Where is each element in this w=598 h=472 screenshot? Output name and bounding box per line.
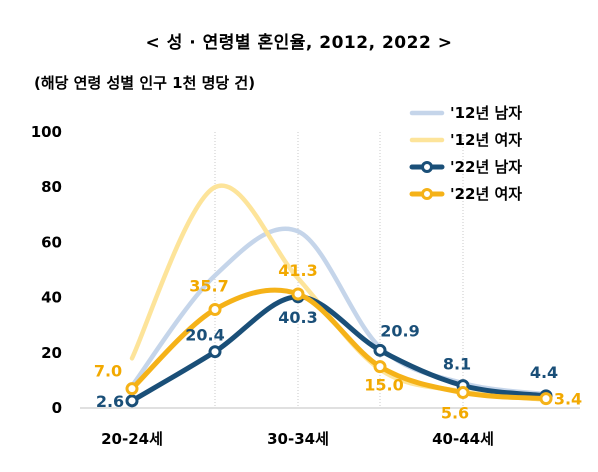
y-tick-label: 100 <box>31 123 62 141</box>
series-line-0 <box>129 226 549 397</box>
chart-title: < 성 · 연령별 혼인율, 2012, 2022 > <box>145 33 453 53</box>
data-point-s3-1 <box>208 302 222 316</box>
data-point-s2-0 <box>125 394 139 408</box>
y-tick-label: 80 <box>41 178 62 196</box>
x-tick-label: 20-24세 <box>101 430 163 448</box>
data-label-s2-3: 20.9 <box>380 321 419 340</box>
data-point-s3-5 <box>539 392 553 406</box>
legend-label-3: '22년 여자 <box>450 185 522 203</box>
data-point-s3-0 <box>125 382 139 396</box>
y-tick-label: 0 <box>52 399 62 417</box>
x-tick-label: 40-44세 <box>432 430 494 448</box>
legend-marker-2 <box>421 161 433 173</box>
data-label-s2-1: 20.4 <box>185 326 224 345</box>
data-point-s3-3 <box>373 360 387 374</box>
data-point-s3-2 <box>291 287 305 301</box>
data-label-s3-1: 35.7 <box>189 276 228 295</box>
legend-label-2: '22년 남자 <box>450 158 522 176</box>
data-label-s2-5: 4.4 <box>530 363 558 382</box>
x-tick-label: 30-34세 <box>267 430 329 448</box>
y-tick-label: 40 <box>41 289 62 307</box>
unit-label: (해당 연령 성별 인구 1천 명당 건) <box>34 74 256 92</box>
y-tick-label: 20 <box>41 344 62 362</box>
data-point-s3-4 <box>456 386 470 400</box>
data-label-s2-4: 8.1 <box>443 355 471 374</box>
series-line-2 <box>129 294 549 404</box>
data-label-s2-2: 40.3 <box>278 308 317 327</box>
data-label-s3-4: 5.6 <box>441 404 469 423</box>
data-label-s2-0: 2.6 <box>96 392 124 411</box>
legend-label-1: '12년 여자 <box>450 131 522 149</box>
data-point-s2-3 <box>373 343 387 357</box>
data-label-s3-0: 7.0 <box>94 362 122 381</box>
legend-marker-3 <box>421 188 433 200</box>
data-label-s3-3: 15.0 <box>364 376 403 395</box>
legend-label-0: '12년 남자 <box>450 104 522 122</box>
data-point-s2-1 <box>208 345 222 359</box>
y-tick-label: 60 <box>41 233 62 251</box>
data-label-s3-2: 41.3 <box>278 261 317 280</box>
data-label-s3-5: 3.4 <box>554 390 582 409</box>
